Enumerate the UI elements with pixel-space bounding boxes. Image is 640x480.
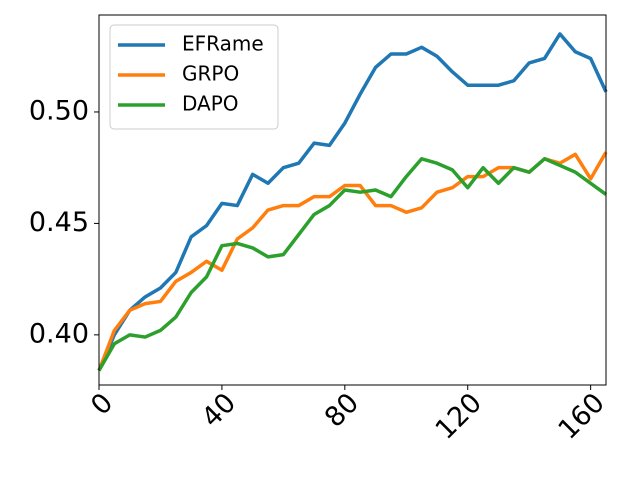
legend-label: DAPO xyxy=(182,92,239,116)
y-tick-label: 0.50 xyxy=(29,95,89,126)
line-series xyxy=(97,151,608,372)
legend-label: GRPO xyxy=(182,62,239,86)
y-tick-label: 0.45 xyxy=(29,207,89,238)
y-tick-label: 0.40 xyxy=(29,318,89,349)
x-tick-label: 40 xyxy=(196,387,242,433)
x-tick-label: 80 xyxy=(319,387,365,433)
line-series xyxy=(97,32,608,372)
line-series xyxy=(97,157,608,372)
x-tick-label: 160 xyxy=(553,387,611,445)
x-tick-label: 0 xyxy=(85,387,119,421)
legend-box xyxy=(109,24,279,130)
legend-label: EFRame xyxy=(182,32,264,56)
axes-frame xyxy=(98,14,607,386)
x-tick-label: 120 xyxy=(430,387,488,445)
